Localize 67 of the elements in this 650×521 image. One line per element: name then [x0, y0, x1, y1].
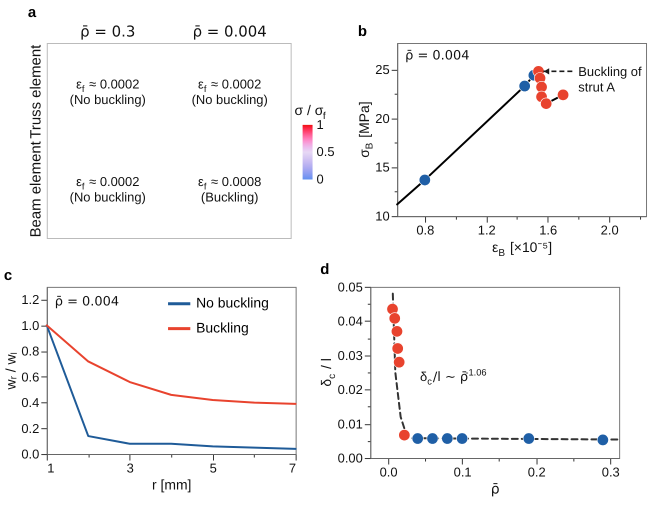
annotation: ρ̄ = 0.004: [405, 48, 470, 64]
y-axis-title: σB [MPa]: [356, 101, 376, 158]
y-tick-label: 20: [375, 110, 390, 126]
chart-title: b: [358, 22, 368, 40]
point: [441, 432, 454, 444]
point: [596, 434, 609, 446]
y-tick-label: 0.04: [338, 314, 363, 329]
y-tick-label: 0.02: [338, 382, 363, 398]
legend-label: No buckling: [196, 294, 269, 311]
x-tick-label: ρ̄ = 0.3: [80, 22, 136, 40]
x-tick-label: 7: [288, 460, 296, 476]
annotation: Buckling of strut A: [578, 64, 642, 94]
y-axis-title: δc / l: [318, 358, 338, 387]
legend-label: Buckling: [196, 320, 249, 336]
y-tick-label: 15: [375, 160, 390, 175]
line-series: [46, 324, 297, 405]
color-bar-label: 0: [316, 172, 324, 187]
point: [390, 325, 403, 338]
y-tick-label: 0.4: [21, 395, 40, 410]
line-series: [46, 324, 297, 450]
point: [412, 432, 424, 444]
point: [393, 356, 406, 368]
x-tick-label: 1: [47, 460, 54, 476]
x-axis-title: r [mm]: [152, 476, 192, 492]
point: [536, 81, 548, 93]
y-tick-label: 10: [375, 208, 390, 224]
point: [456, 432, 468, 444]
point: [540, 98, 552, 110]
y-tick-label: 0.05: [338, 279, 363, 294]
point: [388, 312, 401, 324]
chart-title: a: [28, 4, 37, 22]
y-tick-label: 1.0: [21, 318, 40, 333]
x-tick-label: 2.0: [600, 222, 619, 238]
point: [418, 174, 431, 186]
point: [392, 342, 404, 354]
x-axis-title: ρ̄: [490, 481, 500, 498]
x-tick-label: 0.3: [602, 464, 620, 480]
y-tick-label: 0.6: [21, 369, 40, 384]
point: [522, 432, 535, 444]
y-tick-label: 0.2: [21, 420, 40, 436]
y-tick-label: 0.01: [338, 416, 363, 432]
x-tick-label: 0.2: [528, 464, 546, 480]
line-series: [392, 292, 620, 441]
y-axis-title: wᵣ / wₗ: [2, 352, 18, 390]
x-tick-label: 0.8: [416, 222, 434, 238]
annotation: ρ̄ = 0.004: [54, 294, 120, 310]
point: [398, 429, 410, 442]
point: [426, 432, 438, 444]
y-tick-label: 25: [375, 62, 390, 77]
y-tick-label: 0.03: [338, 348, 363, 363]
x-tick-label: 5: [210, 460, 217, 476]
point: [557, 88, 570, 101]
y-tick-label: 0.8: [21, 344, 40, 359]
x-tick-label: 1.6: [539, 222, 558, 238]
y-tick-label: 1.2: [21, 292, 40, 308]
point: [518, 80, 531, 92]
x-tick-label: 3: [126, 460, 134, 476]
x-tick-label: 1.2: [478, 222, 496, 238]
y-tick-label: 0.00: [338, 450, 363, 466]
chart-title: d: [320, 260, 330, 278]
x-tick-label: 0.1: [454, 464, 472, 480]
y-tick-label: Truss element: [27, 44, 44, 139]
y-tick-label: 0.0: [21, 446, 40, 462]
color-bar-label: 1: [316, 116, 324, 132]
chart-title: c: [4, 266, 12, 284]
color-bar-label: 0.5: [316, 144, 335, 160]
y-tick-label: Beam element: [27, 140, 44, 238]
